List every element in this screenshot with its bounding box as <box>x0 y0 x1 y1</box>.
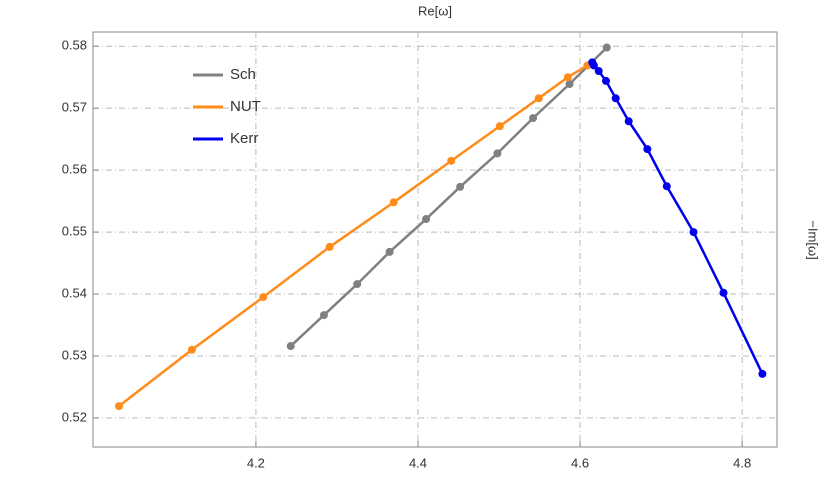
series-line <box>118 64 589 408</box>
data-point <box>594 67 603 76</box>
data-point <box>602 76 610 85</box>
y-tick-label: 0.57 <box>62 100 87 115</box>
y-tick-label: 0.52 <box>62 409 87 424</box>
data-point <box>447 156 456 165</box>
data-point <box>353 280 362 289</box>
x-tick-label: 4.4 <box>409 455 427 470</box>
data-point <box>719 288 728 297</box>
plot-frame <box>92 31 778 448</box>
data-point <box>319 311 328 320</box>
data-point <box>495 122 504 131</box>
data-point <box>422 215 431 224</box>
data-point <box>529 114 538 123</box>
y-axis-label: −Im[ω] <box>806 220 821 259</box>
x-tick-label: 4.6 <box>571 455 589 470</box>
data-point <box>534 94 543 103</box>
legend-label: NUT <box>230 98 261 115</box>
data-point <box>493 149 502 158</box>
y-tick-label: 0.55 <box>62 224 87 239</box>
data-point <box>589 61 598 70</box>
data-point <box>385 247 394 256</box>
data-point <box>286 342 295 351</box>
x-axis-label: Re[ω] <box>418 3 452 18</box>
x-tick-label: 4.8 <box>733 455 751 470</box>
data-point <box>114 402 123 411</box>
legend-label: Sch <box>230 66 256 83</box>
data-point <box>259 293 268 302</box>
data-point <box>689 228 698 237</box>
data-point <box>611 94 620 103</box>
data-point <box>187 345 196 354</box>
series-line <box>591 61 764 375</box>
data-point <box>643 145 652 154</box>
data-point <box>565 80 574 89</box>
data-point <box>456 182 465 191</box>
data-point <box>662 182 671 191</box>
data-point <box>325 242 334 251</box>
y-tick-label: 0.58 <box>62 38 87 53</box>
data-point <box>624 117 633 126</box>
series-line <box>289 46 608 347</box>
y-tick-label: 0.54 <box>62 285 87 300</box>
data-point <box>602 43 611 52</box>
data-point <box>758 369 767 378</box>
y-tick-label: 0.53 <box>62 347 87 362</box>
legend-label: Kerr <box>230 130 258 147</box>
x-tick-label: 4.2 <box>247 455 265 470</box>
y-tick-label: 0.56 <box>62 162 87 177</box>
data-point <box>389 198 398 207</box>
data-point <box>563 73 572 82</box>
